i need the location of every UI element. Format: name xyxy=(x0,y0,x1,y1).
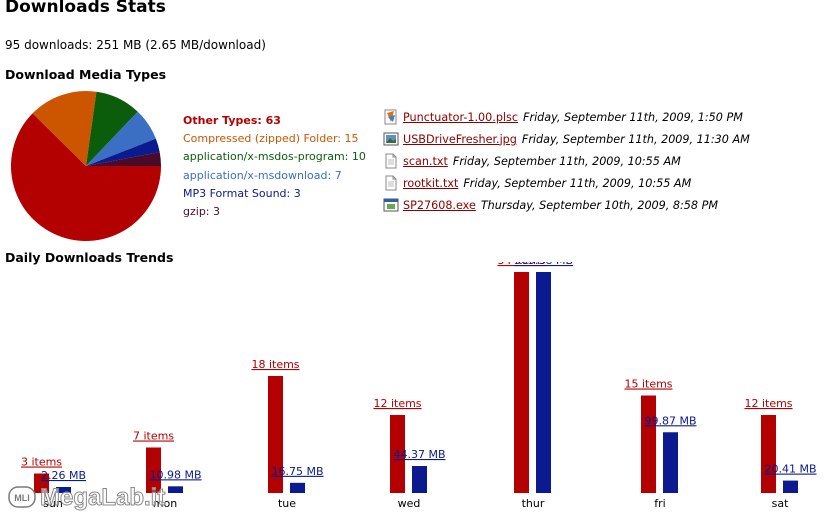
size-bar-sat xyxy=(783,480,798,493)
pie-slice-3 xyxy=(86,111,156,166)
recent-file-row: USBDriveFresher.jpg Friday, September 11t… xyxy=(383,128,750,150)
size-label-sat[interactable]: 20.41 MB xyxy=(764,463,816,476)
megalab-watermark: MLI MegaLab.it xyxy=(8,484,166,512)
recent-file-date: Friday, September 11th, 2009, 11:30 AM xyxy=(521,132,750,146)
size-bar-tue xyxy=(290,482,305,493)
size-label-wed[interactable]: 44.37 MB xyxy=(393,448,445,461)
recent-file-date: Thursday, September 10th, 2009, 8:58 PM xyxy=(480,198,718,212)
recent-file-link[interactable]: Punctuator-1.00.plsc xyxy=(403,110,519,124)
media-types-pie-chart xyxy=(10,90,161,242)
recent-file-row: Punctuator-1.00.plsc Friday, September 11… xyxy=(383,106,750,128)
executable-file-icon xyxy=(383,197,399,213)
daily-trends-heading: Daily Downloads Trends xyxy=(5,250,174,265)
day-label-tue: tue xyxy=(278,497,296,510)
day-label-fri: fri xyxy=(654,497,665,510)
size-label-mon[interactable]: 10.98 MB xyxy=(149,468,201,481)
size-bar-fri xyxy=(663,432,678,493)
legend-item-0: Other Types: 63 xyxy=(183,114,281,127)
items-bar-wed xyxy=(390,415,405,493)
text-file-icon xyxy=(383,153,399,169)
recent-file-row: rootkit.txt Friday, September 11th, 2009,… xyxy=(383,172,750,194)
recent-file-row: SP27608.exe Thursday, September 10th, 200… xyxy=(383,194,750,216)
size-bar-mon xyxy=(168,486,183,493)
legend-item-1: Compressed (zipped) Folder: 15 xyxy=(183,132,359,146)
size-label-sun[interactable]: 2.26 MB xyxy=(41,469,86,482)
items-label-tue[interactable]: 18 items xyxy=(251,358,299,371)
recent-file-date: Friday, September 11th, 2009, 10:55 AM xyxy=(452,154,681,168)
recent-file-row: scan.txt Friday, September 11th, 2009, 10… xyxy=(383,150,750,172)
recent-files-list: Punctuator-1.00.plsc Friday, September 11… xyxy=(383,106,750,216)
items-bar-sat xyxy=(761,415,776,493)
legend-item-5: gzip: 3 xyxy=(183,205,220,219)
day-label-thur: thur xyxy=(522,497,545,510)
items-label-sat[interactable]: 12 items xyxy=(744,397,792,410)
items-bar-mon xyxy=(146,447,161,493)
recent-file-link[interactable]: scan.txt xyxy=(403,154,448,168)
pie-slice-0 xyxy=(10,113,161,242)
text-file-icon xyxy=(383,175,399,191)
size-label-thur[interactable]: 363.38 MB xyxy=(514,262,573,267)
items-bar-thur xyxy=(514,272,529,493)
items-bar-tue xyxy=(268,376,283,493)
items-label-mon[interactable]: 7 items xyxy=(133,430,174,443)
size-bar-sun xyxy=(56,487,71,493)
pie-slice-4 xyxy=(86,138,160,166)
media-file-icon xyxy=(383,109,399,125)
image-file-icon xyxy=(383,131,399,147)
items-label-fri[interactable]: 15 items xyxy=(624,378,672,391)
page-title: Downloads Stats xyxy=(5,0,166,17)
downloads-summary: 95 downloads: 251 MB (2.65 MB/download) xyxy=(5,38,266,52)
recent-file-date: Friday, September 11th, 2009, 10:55 AM xyxy=(463,176,692,190)
items-label-sun[interactable]: 3 items xyxy=(21,456,62,469)
pie-slice-5 xyxy=(86,152,161,166)
legend-item-2: application/x-msdos-program: 10 xyxy=(183,150,366,164)
size-label-tue[interactable]: 16.75 MB xyxy=(271,465,323,478)
watermark-badge-text: MLI xyxy=(14,493,30,503)
size-bar-wed xyxy=(412,466,427,493)
watermark-text: MegaLab.it xyxy=(40,484,165,511)
legend-item-4: MP3 Format Sound: 3 xyxy=(183,186,301,200)
size-label-fri[interactable]: 99.87 MB xyxy=(644,414,696,427)
recent-file-date: Friday, September 11th, 2009, 1:50 PM xyxy=(523,110,743,124)
items-bar-sun xyxy=(34,473,49,493)
recent-file-link[interactable]: USBDriveFresher.jpg xyxy=(403,132,517,146)
legend-item-3: application/x-msdownload: 7 xyxy=(183,168,342,182)
day-label-wed: wed xyxy=(398,497,421,510)
pie-slice-2 xyxy=(86,91,138,166)
day-label-sun: sun xyxy=(43,497,63,510)
pie-slice-1 xyxy=(32,90,97,166)
day-label-sat: sat xyxy=(772,497,789,510)
watermark-badge-icon xyxy=(8,486,36,508)
day-label-mon: mon xyxy=(153,497,177,510)
items-label-thur[interactable]: 34 items xyxy=(497,262,545,267)
size-bar-thur xyxy=(536,272,551,493)
recent-file-link[interactable]: rootkit.txt xyxy=(403,176,459,190)
items-label-wed[interactable]: 12 items xyxy=(373,397,421,410)
recent-file-link[interactable]: SP27608.exe xyxy=(403,198,476,212)
items-bar-fri xyxy=(641,395,656,493)
media-types-legend: Other Types: 63 Compressed (zipped) Folde… xyxy=(183,112,366,221)
media-types-heading: Download Media Types xyxy=(5,67,167,82)
